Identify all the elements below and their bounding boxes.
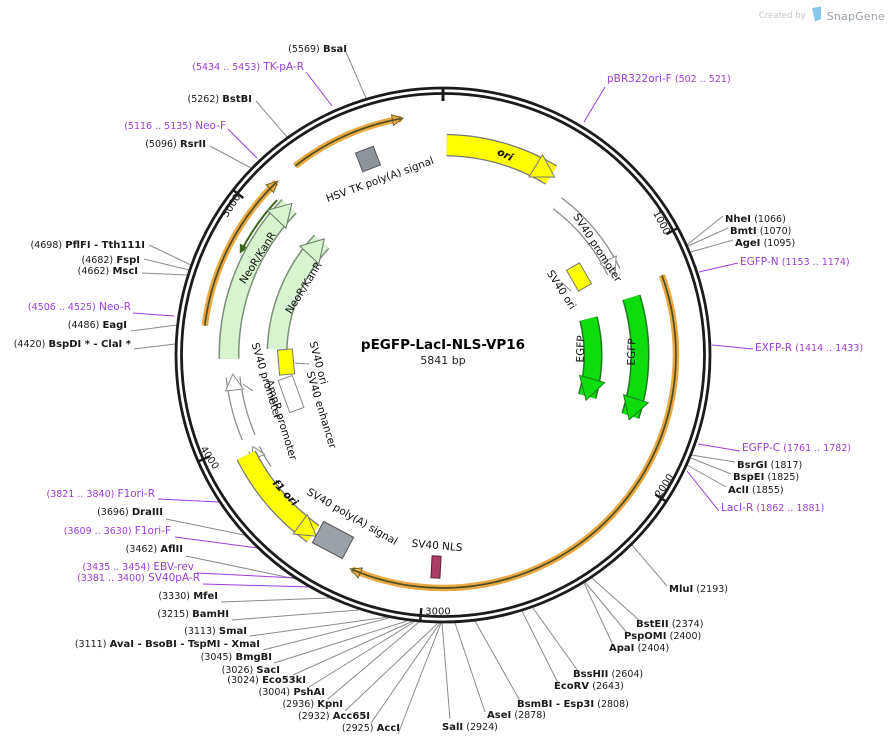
site-label-apai[interactable]: ApaI (2404): [609, 643, 670, 654]
site-label-bspdi-clai[interactable]: (4420) BspDI * - ClaI *: [13, 339, 131, 350]
sv40-promoter-left-arrow[interactable]: [233, 377, 256, 441]
site-label-aflii[interactable]: (3462) AflII: [125, 544, 183, 555]
site-label-agei[interactable]: AgeI (1095): [735, 238, 796, 249]
egfp-inner-arrow[interactable]: [578, 316, 606, 402]
site-label-egfp-c[interactable]: EGFP-C (1761 .. 1782): [742, 442, 852, 454]
site-label-egfp-n[interactable]: EGFP-N (1153 .. 1174): [740, 256, 850, 268]
site-label-pspomi[interactable]: PspOMI (2400): [624, 631, 702, 642]
site-label-neo-r[interactable]: (4506 .. 4525) Neo-R: [27, 301, 131, 313]
sv40-polya-box[interactable]: [311, 520, 355, 560]
enzyme-leader-lines: [130, 51, 736, 735]
site-label-neo-f[interactable]: (5116 .. 5135) Neo-F: [124, 120, 226, 132]
bp-scale-ticks: [196, 87, 680, 623]
site-label-acci[interactable]: (2925) AccI: [341, 723, 400, 734]
site-label-mlui[interactable]: MluI (2193): [669, 584, 728, 595]
site-label-kpni[interactable]: (2936) KpnI: [282, 699, 343, 710]
site-label-sali[interactable]: SalI (2924): [442, 722, 498, 733]
site-label-bamhi[interactable]: (3215) BamHI: [157, 609, 229, 620]
sv40-nls-box[interactable]: [430, 555, 442, 579]
tick-label-3000: 3000: [425, 606, 451, 618]
plasmid-name: pEGFP-LacI-NLS-VP16: [360, 337, 526, 353]
site-label-bsai[interactable]: (5569) BsaI: [288, 44, 347, 55]
site-label-pflfi-tth111i[interactable]: (4698) PflFI - Tth111I: [30, 240, 145, 251]
plasmid-title-block: pEGFP-LacI-NLS-VP16 5841 bp: [361, 337, 525, 367]
sv40-promoter-right-arrow[interactable]: [552, 197, 621, 271]
sv40-enhancer-box[interactable]: [277, 374, 305, 414]
site-label-pbr322ori-f[interactable]: pBR322ori-F (502 .. 521): [607, 73, 731, 85]
site-label-bmgbi[interactable]: (3045) BmgBI: [200, 652, 272, 663]
sv40-ori-left-box[interactable]: [276, 348, 296, 376]
feature-label-egfp-outer[interactable]: EGFP: [625, 338, 639, 366]
feature-label-egfp-inner[interactable]: EGFP: [574, 335, 588, 363]
sv40-ori-right-box[interactable]: [565, 262, 593, 292]
neor-kanr-inner-arrow[interactable]: [266, 234, 330, 350]
site-label-pshai[interactable]: (3004) PshAI: [258, 687, 325, 698]
site-label-acli[interactable]: AclI (1855): [728, 485, 784, 496]
site-label-fspi[interactable]: (4682) FspI: [81, 255, 140, 266]
gene-arc-top[interactable]: [293, 114, 405, 169]
site-label-tk-pa-r[interactable]: (5434 .. 5453) TK-pA-R: [192, 61, 304, 73]
site-label-bsrgi[interactable]: BsrGI (1817): [737, 460, 803, 471]
site-label-bmti[interactable]: BmtI (1070): [730, 226, 792, 237]
site-label-rsrii[interactable]: (5096) RsrII: [145, 139, 206, 150]
site-label-mfei[interactable]: (3330) MfeI: [158, 591, 218, 602]
watermark-created-by: Created by: [758, 11, 806, 21]
site-label-bsshii[interactable]: BssHII (2604): [573, 669, 644, 680]
snapgene-watermark: Created by SnapGene: [759, 6, 885, 26]
neor-kanr-outer-arrow[interactable]: [218, 199, 297, 359]
snapgene-logo-icon: [810, 6, 823, 26]
site-label-bsmbi-esp3i[interactable]: BsmBI - Esp3I (2808): [517, 699, 629, 710]
site-label-draiii[interactable]: (3696) DraIII: [97, 507, 163, 518]
plasmid-size: 5841 bp: [420, 354, 466, 367]
site-label-avai-bsobi-tspmi-xmai[interactable]: (3111) AvaI - BsoBI - TspMI - XmaI: [74, 639, 260, 650]
site-label-eco53ki[interactable]: (3024) Eco53kI: [227, 675, 306, 686]
f1-ori-arrow[interactable]: [236, 450, 320, 543]
gene-arc-upper-left[interactable]: [201, 180, 279, 327]
site-label-ebv-rev[interactable]: (3435 .. 3454) EBV-rev: [82, 561, 194, 573]
site-label-acc65i[interactable]: (2932) Acc65I: [297, 711, 370, 722]
site-label-f1ori-f[interactable]: (3609 .. 3630) F1ori-F: [63, 525, 171, 537]
site-label-smai[interactable]: (3113) SmaI: [184, 626, 247, 637]
watermark-brand: SnapGene: [826, 9, 885, 23]
primer-leader-lines: [132, 71, 754, 588]
site-label-saci[interactable]: (3026) SacI: [221, 665, 280, 676]
site-label-msci[interactable]: (4662) MscI: [77, 266, 138, 277]
site-label-ecorv[interactable]: EcoRV (2643): [554, 681, 624, 692]
site-label-bsteii[interactable]: BstEII (2374): [636, 619, 704, 630]
site-label-bspei[interactable]: BspEI (1825): [733, 472, 800, 483]
site-label-eagi[interactable]: (4486) EagI: [67, 320, 127, 331]
gene-arc-right-bottom[interactable]: [349, 274, 680, 592]
site-label-exfp-r[interactable]: EXFP-R (1414 .. 1433): [755, 342, 864, 354]
site-label-nhei[interactable]: NheI (1066): [725, 214, 786, 225]
site-label-laci-r[interactable]: LacI-R (1862 .. 1881): [721, 502, 825, 514]
hsv-tk-polya-box[interactable]: [354, 145, 382, 173]
site-label-bstbi[interactable]: (5262) BstBI: [187, 94, 252, 105]
egfp-outer-arrow[interactable]: [621, 294, 650, 421]
ori-arrow[interactable]: [446, 133, 557, 185]
site-label-f1ori-r[interactable]: (3821 .. 3840) F1ori-R: [46, 488, 155, 500]
site-label-asei[interactable]: AseI (2878): [487, 710, 546, 721]
site-label-sv40pa-r[interactable]: (3381 .. 3400) SV40pA-R: [77, 572, 200, 584]
